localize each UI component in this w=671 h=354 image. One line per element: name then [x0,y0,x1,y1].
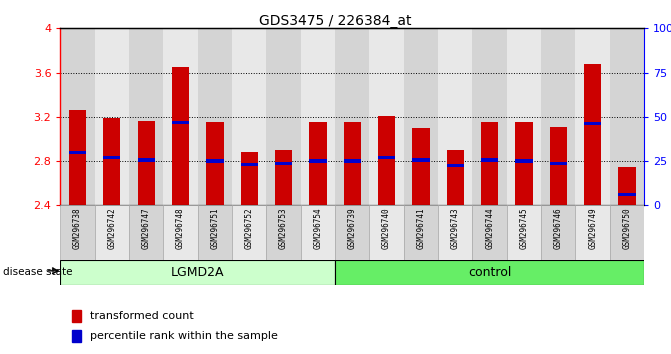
Bar [481,158,498,161]
Text: GSM296747: GSM296747 [142,207,151,249]
Bar [138,121,155,205]
Text: GSM296743: GSM296743 [451,207,460,249]
Bar [447,150,464,205]
Bar [335,260,644,285]
Text: GSM296741: GSM296741 [417,207,425,249]
Bar [404,205,438,260]
Bar [550,162,567,165]
Text: GSM296751: GSM296751 [211,207,219,249]
Bar [301,205,335,260]
Bar [60,28,95,205]
Bar [413,128,429,205]
Bar [550,127,567,205]
Bar [95,205,129,260]
Bar [266,205,301,260]
Bar [541,205,576,260]
Bar [309,122,327,205]
Bar [378,116,395,205]
Bar [138,158,155,161]
Text: GSM296753: GSM296753 [279,207,288,249]
Bar [129,205,164,260]
Bar [515,122,533,205]
Bar [344,160,361,163]
Text: LGMD2A: LGMD2A [171,266,225,279]
Bar [515,160,533,163]
Text: GSM296744: GSM296744 [485,207,494,249]
Bar [69,151,86,154]
Bar [541,28,576,205]
Bar [507,205,541,260]
Text: GSM296749: GSM296749 [588,207,597,249]
Bar [207,122,223,205]
Bar [172,67,189,205]
Bar [207,160,223,163]
Bar [447,164,464,167]
Text: GSM296748: GSM296748 [176,207,185,249]
Text: percentile rank within the sample: percentile rank within the sample [90,331,277,341]
Bar [335,205,370,260]
Bar [370,28,404,205]
Text: GSM296739: GSM296739 [348,207,357,249]
Text: GDS3475 / 226384_at: GDS3475 / 226384_at [259,14,412,28]
Bar [103,156,121,159]
Bar [232,28,266,205]
Bar [619,193,635,196]
Bar [472,28,507,205]
Bar [507,28,541,205]
Bar [232,205,266,260]
Bar [610,28,644,205]
Bar [584,64,601,205]
Text: GSM296750: GSM296750 [623,207,631,249]
Bar [481,122,498,205]
Bar [241,152,258,205]
Bar [438,28,472,205]
Text: GSM296746: GSM296746 [554,207,563,249]
Bar [266,28,301,205]
Bar [275,162,292,165]
Bar [72,310,81,322]
Bar [584,122,601,125]
Text: disease state: disease state [3,267,73,277]
Bar [241,163,258,166]
Text: GSM296752: GSM296752 [245,207,254,249]
Bar [370,205,404,260]
Bar [472,205,507,260]
Bar [309,160,327,163]
Bar [275,150,292,205]
Bar [344,122,361,205]
Bar [172,121,189,124]
Bar [335,28,370,205]
Text: GSM296738: GSM296738 [73,207,82,249]
Bar [198,28,232,205]
Bar [404,28,438,205]
Bar [413,158,429,161]
Bar [72,330,81,342]
Bar [378,156,395,159]
Text: GSM296754: GSM296754 [313,207,323,249]
Bar [198,205,232,260]
Text: GSM296740: GSM296740 [382,207,391,249]
Bar [619,167,635,205]
Bar [438,205,472,260]
Bar [60,205,95,260]
Bar [60,260,335,285]
Bar [164,28,198,205]
Text: GSM296742: GSM296742 [107,207,116,249]
Text: GSM296745: GSM296745 [519,207,529,249]
Bar [576,28,610,205]
Text: transformed count: transformed count [90,311,193,321]
Bar [610,205,644,260]
Bar [129,28,164,205]
Text: control: control [468,266,511,279]
Bar [301,28,335,205]
Bar [164,205,198,260]
Bar [69,110,86,205]
Bar [576,205,610,260]
Bar [103,118,121,205]
Bar [95,28,129,205]
